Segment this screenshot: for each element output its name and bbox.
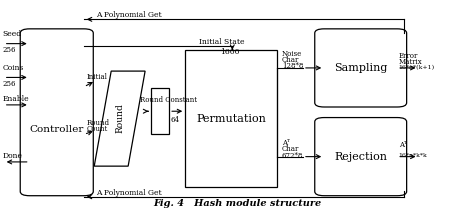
Text: 1600: 1600 bbox=[220, 48, 240, 56]
Bar bbox=[185, 50, 277, 187]
FancyBboxPatch shape bbox=[315, 29, 407, 107]
Text: Rejection: Rejection bbox=[334, 152, 387, 162]
Bar bbox=[151, 88, 169, 134]
Text: A Polynomial Get: A Polynomial Get bbox=[96, 189, 161, 196]
FancyBboxPatch shape bbox=[315, 117, 407, 196]
Text: Seed: Seed bbox=[2, 30, 21, 38]
Text: Char: Char bbox=[282, 145, 299, 153]
Text: Round: Round bbox=[115, 104, 124, 134]
Text: Initial State: Initial State bbox=[199, 37, 245, 46]
Polygon shape bbox=[94, 71, 145, 166]
FancyBboxPatch shape bbox=[20, 29, 93, 196]
Text: Round: Round bbox=[86, 119, 109, 127]
Text: Error: Error bbox=[399, 52, 418, 60]
Text: 256: 256 bbox=[2, 46, 16, 54]
Text: Char: Char bbox=[282, 56, 299, 64]
Text: Initial: Initial bbox=[86, 73, 107, 82]
Text: A Polynomial Get: A Polynomial Get bbox=[96, 11, 161, 19]
Text: Sampling: Sampling bbox=[334, 63, 387, 73]
Text: Controller: Controller bbox=[29, 125, 84, 134]
Text: Count: Count bbox=[86, 125, 108, 133]
Text: Coins: Coins bbox=[2, 64, 24, 72]
Text: Done: Done bbox=[2, 152, 22, 160]
Text: 16*n*(k+1): 16*n*(k+1) bbox=[399, 65, 435, 70]
Text: Aᵀ: Aᵀ bbox=[399, 141, 407, 149]
Text: 128*8: 128*8 bbox=[282, 62, 303, 70]
Text: 64: 64 bbox=[171, 116, 180, 124]
Text: Round Constant: Round Constant bbox=[140, 96, 197, 104]
Text: Fig. 4   Hash module structure: Fig. 4 Hash module structure bbox=[153, 199, 321, 208]
Text: Matrix: Matrix bbox=[399, 58, 422, 65]
Text: Enable: Enable bbox=[2, 95, 29, 103]
Text: Permutation: Permutation bbox=[196, 114, 266, 124]
Text: 672*8: 672*8 bbox=[282, 152, 303, 160]
Text: 256: 256 bbox=[2, 80, 16, 88]
Text: Noise: Noise bbox=[282, 50, 302, 58]
Text: Aᵀ: Aᵀ bbox=[282, 139, 290, 147]
Text: 16*n*k*k: 16*n*k*k bbox=[399, 153, 428, 158]
